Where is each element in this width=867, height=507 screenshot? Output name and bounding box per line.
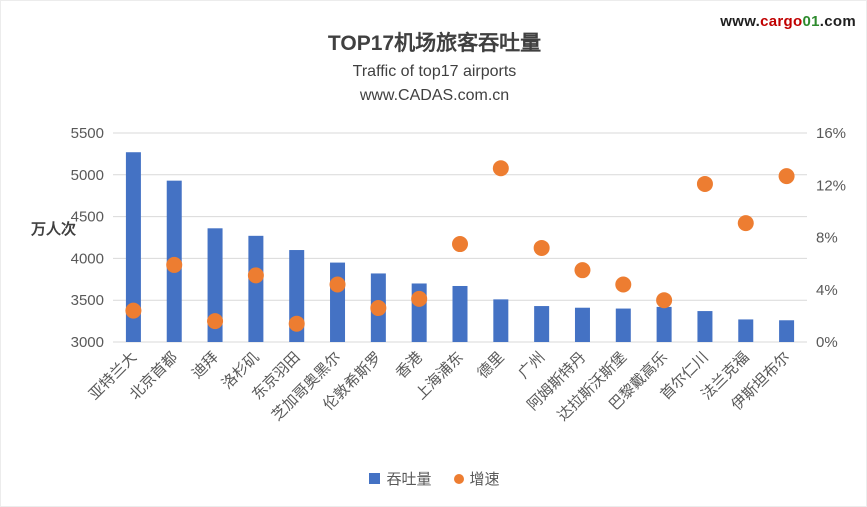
y-axis-left-tick-label: 4500 [71, 209, 104, 226]
y-axis-right-tick-label: 16% [816, 125, 846, 142]
legend-label-throughput: 吞吐量 [386, 471, 432, 488]
growth-rate-dot [370, 300, 387, 317]
growth-rate-dot [574, 262, 591, 279]
chart-legend: 吞吐量 增速 [1, 468, 866, 489]
legend-label-growth: 增速 [469, 471, 500, 488]
growth-rate-dot [452, 236, 468, 253]
legend-item-growth: 增速 [453, 468, 500, 489]
y-axis-left-tick-label: 5000 [71, 167, 104, 184]
watermark-suffix: .com [819, 13, 856, 30]
growth-rate-dot [656, 292, 673, 309]
y-axis-left-tick-label: 3000 [71, 334, 104, 351]
throughput-bar [125, 152, 141, 342]
throughput-bar [330, 262, 346, 342]
growth-rate-dot [288, 315, 305, 332]
x-axis-category-label: 迪拜 [189, 349, 222, 382]
watermark-prefix: www. [720, 13, 761, 30]
throughput-bar [207, 228, 223, 342]
growth-rate-dot [411, 290, 428, 307]
y-axis-right-tick-label: 4% [816, 282, 838, 299]
chart-title: TOP17机场旅客吞吐量 [327, 32, 542, 55]
growth-rate-dot [533, 239, 550, 256]
growth-rate-dot [778, 168, 795, 185]
throughput-bar [738, 319, 754, 342]
x-axis-category-label: 香港 [393, 349, 426, 382]
growth-rate-dot [247, 267, 264, 284]
throughput-bar [574, 307, 590, 342]
throughput-bar [779, 320, 795, 342]
watermark-brand: cargo [760, 13, 803, 30]
throughput-bar [493, 299, 509, 342]
y-axis-left-tick-label: 3500 [71, 292, 104, 309]
growth-rate-dot [207, 313, 224, 330]
legend-item-throughput: 吞吐量 [369, 468, 432, 489]
chart-source-url: www.CADAS.com.cn [359, 87, 510, 104]
y-axis-left-tick-label: 4000 [71, 250, 104, 267]
throughput-bar [656, 306, 672, 342]
x-axis-category-label: 德里 [474, 348, 508, 382]
growth-rate-dot [125, 302, 142, 319]
throughput-bar [534, 306, 550, 342]
growth-rate-dot [737, 215, 754, 232]
y-axis-right-tick-label: 8% [816, 230, 838, 247]
throughput-bar [248, 235, 264, 342]
watermark: www.cargo01.com [720, 13, 856, 30]
growth-rate-dot [492, 160, 509, 177]
growth-swatch-icon [453, 473, 464, 484]
growth-rate-dot [329, 276, 346, 293]
chart-subtitle: Traffic of top17 airports [352, 63, 517, 80]
y-axis-left-title: 万人次 [31, 221, 77, 238]
growth-rate-dot [696, 175, 713, 192]
growth-rate-dot [615, 276, 632, 293]
throughput-bar [615, 308, 631, 342]
throughput-swatch-icon [369, 473, 381, 484]
watermark-brand-number: 01 [802, 13, 820, 30]
throughput-bar [697, 311, 713, 342]
y-axis-right-tick-label: 12% [816, 177, 846, 194]
throughput-bar [452, 285, 468, 342]
growth-rate-dot [166, 256, 183, 273]
y-axis-left-tick-label: 5500 [71, 125, 104, 142]
x-axis-category-label: 广州 [515, 349, 548, 382]
y-axis-right-tick-label: 0% [816, 334, 838, 351]
